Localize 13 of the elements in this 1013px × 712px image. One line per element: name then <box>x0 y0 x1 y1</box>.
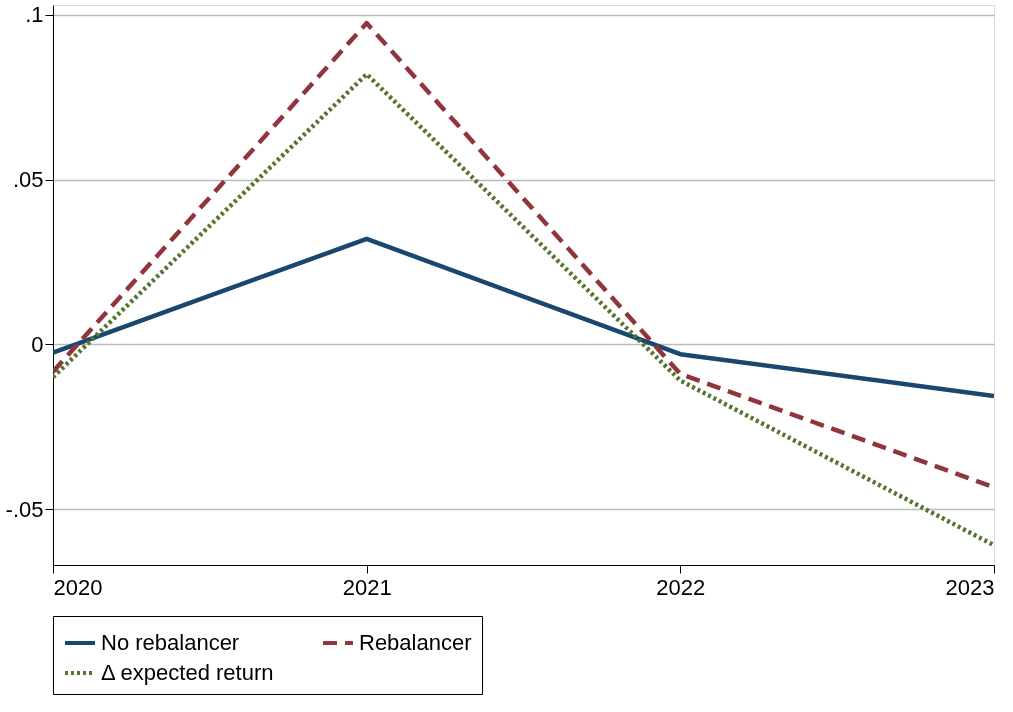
x-tick-label: 2023 <box>945 574 995 600</box>
legend-label: Rebalancer <box>359 630 472 655</box>
y-tick-label: 0 <box>31 331 44 357</box>
y-tick-label: .05 <box>12 167 44 193</box>
x-tick-label: 2021 <box>342 574 392 600</box>
x-tick-label: 2022 <box>656 574 706 600</box>
legend-label: No rebalancer <box>101 630 240 655</box>
x-tick-label: 2020 <box>53 574 103 600</box>
y-tick-label: .1 <box>25 2 44 28</box>
line-series <box>53 71 994 548</box>
y-tick-label: -.05 <box>5 496 44 522</box>
line-series <box>53 236 994 399</box>
legend-label: Δ expected return <box>101 660 274 685</box>
